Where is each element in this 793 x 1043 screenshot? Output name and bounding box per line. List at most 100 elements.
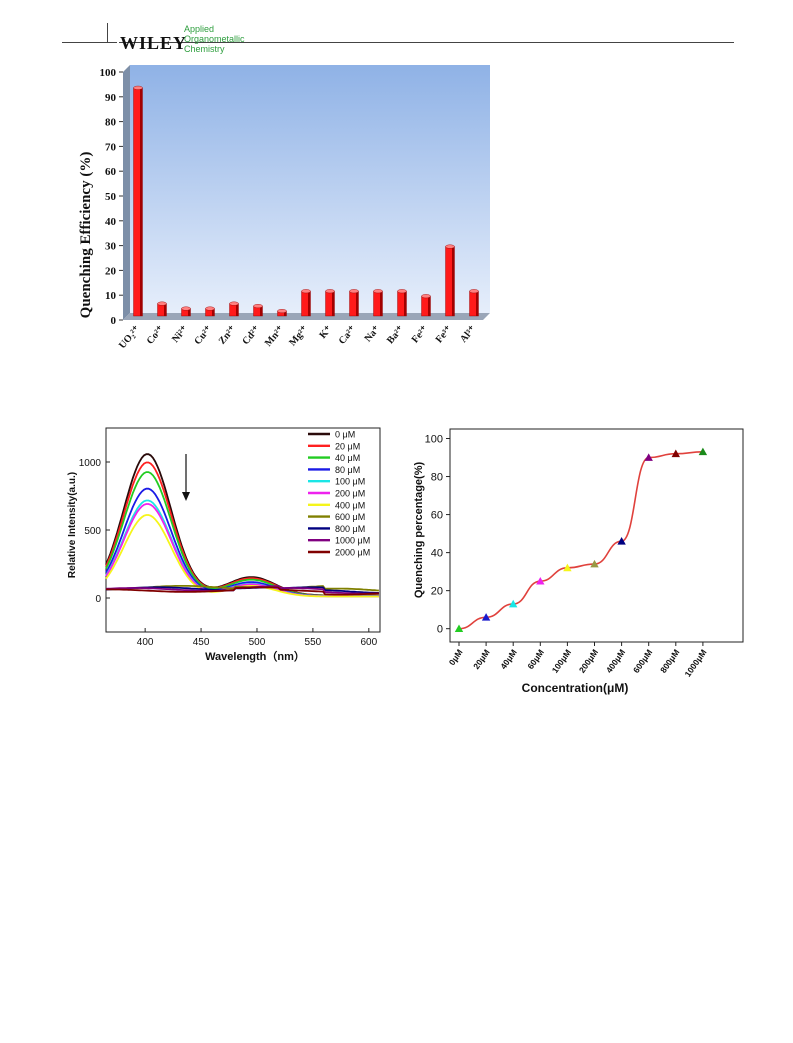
y-tick-label: 20: [105, 265, 117, 277]
category-label: Ni²⁺: [170, 324, 190, 345]
legend-label: 400 μM: [335, 500, 365, 510]
category-label: Cd²⁺: [240, 324, 262, 347]
bar-cap: [301, 289, 311, 294]
bar-cap: [445, 244, 455, 249]
x-tick-label: 200μM: [577, 647, 600, 674]
y-tick-label: 40: [105, 216, 117, 228]
y-tick-label: 80: [105, 117, 117, 129]
bar-shade: [428, 296, 431, 316]
y-tick-label: 100: [100, 67, 117, 79]
y-tick-label: 0: [437, 624, 443, 636]
data-point-marker: [509, 599, 518, 608]
bar-cap: [229, 301, 239, 306]
y-tick-label: 10: [105, 290, 117, 302]
bar-cap: [325, 289, 335, 294]
data-point-marker: [671, 449, 680, 458]
bar-cap: [253, 304, 263, 309]
legend-label: 200 μM: [335, 489, 365, 499]
bar-y-axis-label: Quenching Efficiency (%): [78, 152, 94, 319]
category-label: Fe³⁺: [434, 324, 455, 345]
legend-label: 2000 μM: [335, 548, 370, 558]
data-point-marker: [590, 559, 599, 568]
spectrum-y-axis-label: Relative Intensity(a.u.): [67, 472, 78, 578]
x-tick-label: 500: [249, 637, 266, 648]
x-tick-label: 550: [305, 637, 322, 648]
bar-shade: [140, 87, 143, 316]
bar-cap: [205, 306, 215, 311]
legend-label: 100 μM: [335, 477, 365, 487]
journal-line-3: Chemistry: [184, 44, 225, 54]
bar-cap: [397, 289, 407, 294]
data-point-marker: [698, 447, 708, 456]
bar-cap: [277, 309, 287, 314]
category-label: Fe²⁺: [410, 324, 431, 345]
header-rule: [62, 42, 734, 43]
bar-cap: [157, 301, 167, 306]
category-label: Na⁺: [363, 324, 383, 344]
x-tick-label: 400μM: [604, 647, 627, 674]
legend-label: 600 μM: [335, 512, 365, 522]
bar-shade: [356, 291, 359, 316]
plot-frame: [449, 428, 744, 643]
bar-shade: [260, 306, 263, 316]
bar-shade: [164, 303, 167, 316]
y-tick-label: 0: [95, 594, 101, 605]
y-tick-label: 50: [105, 191, 117, 203]
category-label: Mg²⁺: [287, 324, 310, 348]
bar-cap: [469, 289, 479, 294]
legend-label: 40 μM: [335, 453, 360, 463]
decrease-arrow-head: [182, 492, 190, 501]
bar-shade: [404, 291, 407, 316]
y-tick-label: 1000: [79, 458, 102, 469]
legend-label: 0 μM: [335, 430, 355, 440]
x-tick-label: 0μM: [447, 647, 465, 667]
x-tick-label: 20μM: [471, 647, 492, 671]
journal-line-2: Organometallic: [184, 34, 245, 44]
x-tick-label: 1000μM: [682, 647, 708, 678]
x-tick-label: 60μM: [525, 647, 546, 671]
legend-label: 1000 μM: [335, 536, 370, 546]
y-tick-label: 40: [431, 548, 443, 560]
bar-cap: [349, 289, 359, 294]
y-tick-label: 60: [105, 166, 117, 178]
bar-cap: [421, 294, 431, 299]
x-tick-label: 40μM: [498, 647, 519, 671]
spectrum-line: [106, 586, 379, 596]
y-tick-label: 70: [105, 141, 117, 153]
bar-shade: [380, 291, 383, 316]
bar-shade: [284, 311, 287, 316]
category-label: Cu²⁺: [192, 324, 214, 347]
bar-cap: [181, 306, 191, 311]
x-tick-label: 600μM: [631, 647, 654, 674]
data-point-marker: [644, 453, 653, 461]
data-point-marker: [536, 576, 545, 585]
bar-shade: [188, 308, 191, 316]
y-tick-label: 30: [105, 241, 117, 253]
plot-left-wall: [123, 65, 130, 320]
bar-chart: 0 10 20 30 40 50 60 70 80 90 100 UO₂²⁺ Co²⁺ Ni²⁺ Cu²⁺…: [78, 65, 490, 351]
quenching-x-axis-label: Concentration(μM): [522, 681, 629, 695]
y-tick-label: 0: [111, 315, 117, 327]
y-tick-label: 20: [431, 586, 443, 598]
x-tick-label: 400: [137, 637, 154, 648]
spectrum-x-axis-label: Wavelength（nm）: [205, 650, 305, 663]
category-label: UO₂²⁺: [117, 324, 142, 351]
data-point-marker: [563, 563, 572, 572]
header-tick: [107, 23, 108, 42]
category-label: Ca²⁺: [337, 324, 359, 347]
y-tick-label: 100: [425, 434, 443, 446]
bar-shade: [236, 303, 239, 316]
journal-header: WILEY Applied Organometallic Chemistry: [0, 0, 793, 60]
y-tick-label: 80: [431, 472, 443, 484]
legend-label: 20 μM: [335, 441, 360, 451]
bar-cap: [133, 85, 143, 90]
bar-shade: [452, 246, 455, 316]
x-tick-label: 450: [193, 637, 210, 648]
x-tick-label: 600: [360, 637, 377, 648]
category-label: Co²⁺: [145, 324, 167, 347]
data-point-marker: [617, 537, 626, 545]
y-tick-label: 60: [431, 510, 443, 522]
y-tick-label: 500: [84, 526, 101, 537]
